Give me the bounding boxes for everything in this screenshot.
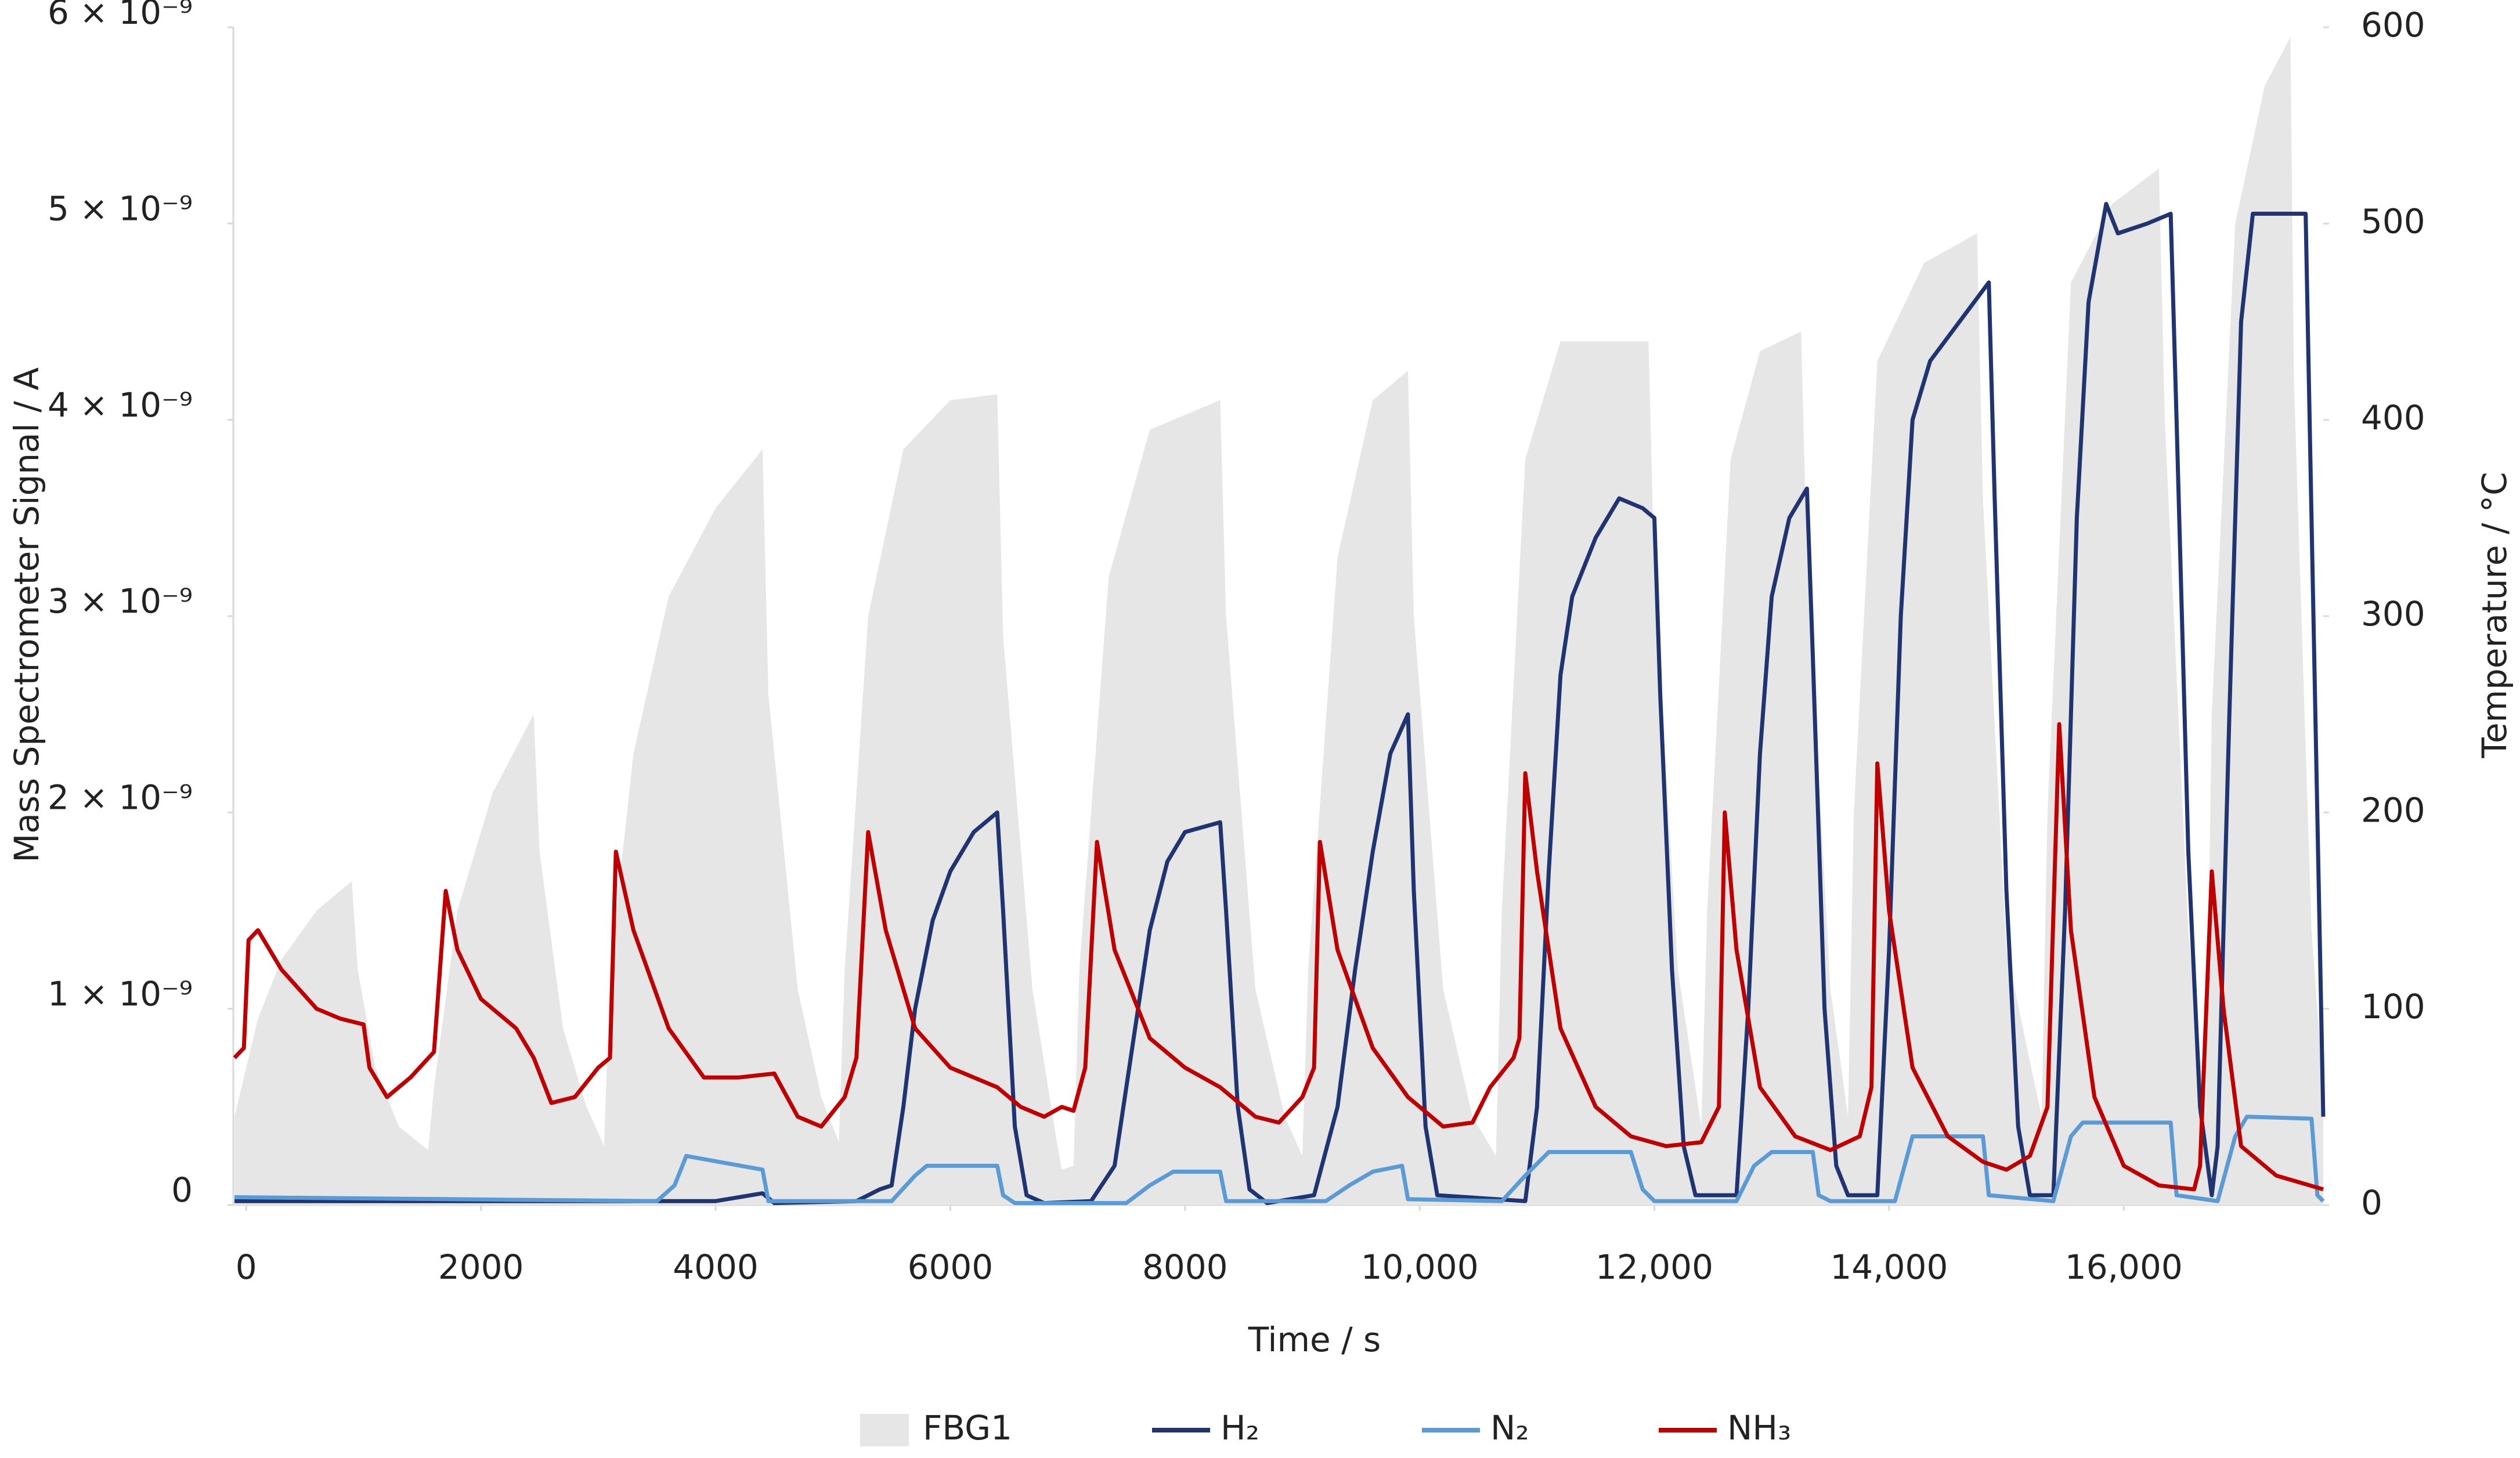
x-tick-label: 14,000 xyxy=(1830,1247,1948,1287)
y2-tick-label: 500 xyxy=(2361,201,2425,241)
x-tick-label: 6000 xyxy=(908,1247,994,1287)
legend-label: NH₃ xyxy=(1727,1408,1791,1448)
legend-label: H₂ xyxy=(1221,1408,1259,1448)
line xyxy=(234,202,2326,1206)
line xyxy=(233,722,2324,1192)
legend-label: N₂ xyxy=(1490,1408,1529,1448)
x-tick-label: 4000 xyxy=(673,1247,759,1287)
x-tick-label: 2000 xyxy=(438,1247,524,1287)
y2-tick-label: 400 xyxy=(2361,398,2425,437)
y2-tick-label: 200 xyxy=(2361,790,2425,830)
y2-axis-title: Temperature / °C xyxy=(2475,472,2514,758)
y-tick-label: 1 × 10⁻⁹ xyxy=(48,974,193,1014)
line xyxy=(234,1115,2325,1206)
legend-swatch xyxy=(860,1414,909,1446)
x-tick-label: 12,000 xyxy=(1595,1247,1713,1287)
y-axis-title: Mass Spectrometer Signal / A xyxy=(7,367,46,863)
legend-label: FBG1 xyxy=(923,1408,1012,1448)
y-tick-label: 3 × 10⁻⁹ xyxy=(48,581,193,621)
x-tick-label: 16,000 xyxy=(2065,1247,2183,1287)
y-tick-label: 0 xyxy=(171,1170,193,1210)
x-tick-label: 0 xyxy=(236,1247,257,1287)
x-tick-label: 8000 xyxy=(1142,1247,1228,1287)
y2-tick-label: 300 xyxy=(2361,594,2425,634)
x-tick-label: 10,000 xyxy=(1361,1247,1479,1287)
y-tick-label: 2 × 10⁻⁹ xyxy=(48,777,193,817)
y2-tick-label: 600 xyxy=(2361,5,2425,45)
y-tick-label: 4 × 10⁻⁹ xyxy=(48,385,193,425)
y-tick-label: 5 × 10⁻⁹ xyxy=(48,189,193,228)
y2-tick-label: 100 xyxy=(2361,987,2425,1026)
area xyxy=(234,37,2323,1206)
y2-tick-label: 0 xyxy=(2361,1183,2382,1222)
x-axis-title: Time / s xyxy=(1248,1320,1381,1359)
y-tick-label: 6 × 10⁻⁹ xyxy=(48,0,193,32)
